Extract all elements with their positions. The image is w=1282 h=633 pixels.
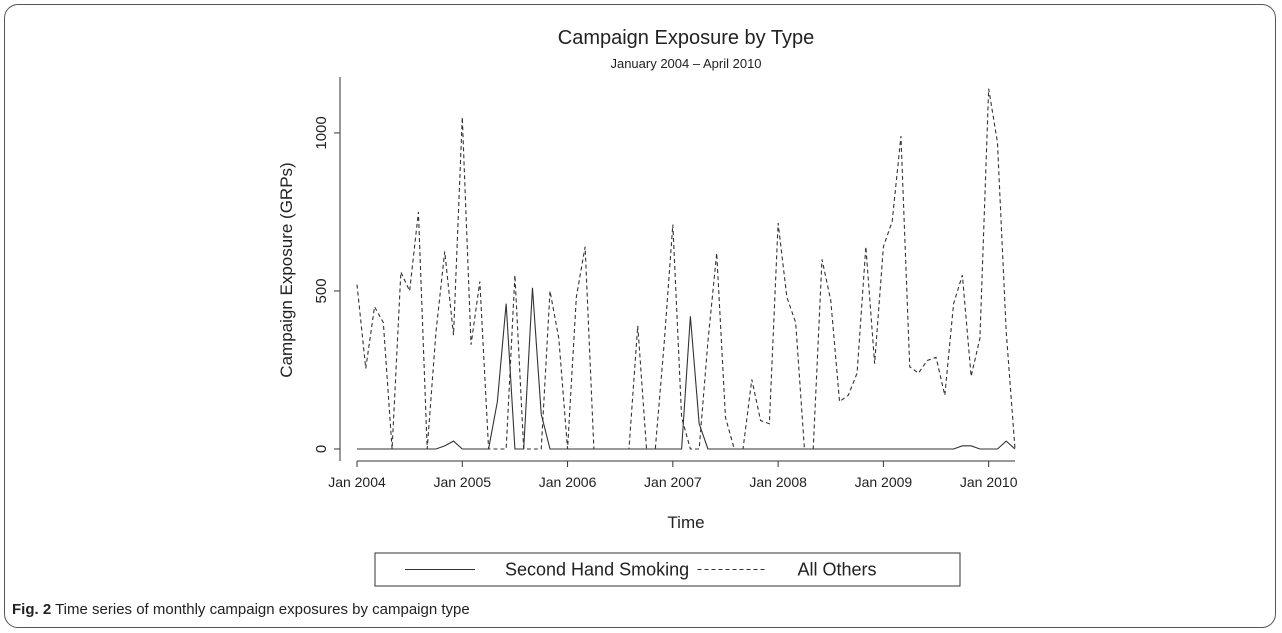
chart-subtitle: January 2004 – April 2010 — [610, 56, 761, 71]
x-axis-title: Time — [667, 513, 704, 532]
series-line — [357, 287, 1016, 450]
caption-label: Fig. 2 — [12, 601, 52, 618]
x-tick-label: Jan 2005 — [433, 474, 491, 490]
x-tick-label: Jan 2010 — [960, 474, 1018, 490]
caption-text: Time series of monthly campaign exposure… — [55, 601, 470, 618]
series-line — [356, 88, 1016, 450]
x-tick-label: Jan 2009 — [855, 474, 913, 490]
caption: Fig. 2 Time series of monthly campaign e… — [12, 601, 470, 618]
x-tick-label: Jan 2006 — [539, 474, 597, 490]
y-tick-label: 0 — [313, 445, 330, 453]
legend-label: All Others — [798, 560, 877, 580]
chart: Campaign Exposure by Type January 2004 –… — [277, 27, 1018, 587]
figure-frame — [4, 4, 1276, 628]
x-tick-label: Jan 2007 — [644, 474, 702, 490]
legend-label: Second Hand Smoking — [505, 560, 689, 580]
x-tick-label: Jan 2008 — [749, 474, 807, 490]
chart-title: Campaign Exposure by Type — [558, 27, 814, 49]
y-tick-label: 1000 — [313, 116, 330, 149]
x-tick-label: Jan 2004 — [328, 474, 386, 490]
y-tick-label: 500 — [313, 278, 330, 303]
y-axis-title: Campaign Exposure (GRPs) — [277, 162, 296, 377]
